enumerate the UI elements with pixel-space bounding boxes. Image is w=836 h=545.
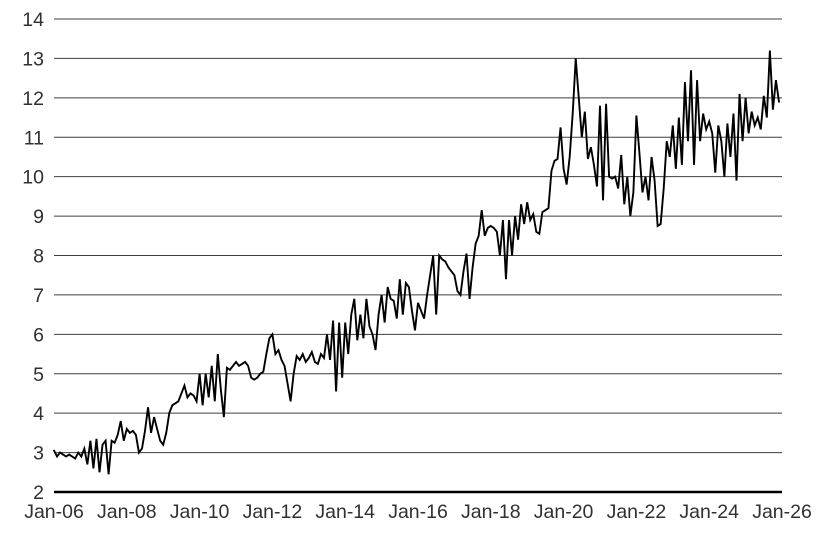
y-tick-label: 12 bbox=[22, 88, 44, 110]
y-tick-label: 7 bbox=[33, 285, 44, 307]
y-tick-label: 4 bbox=[33, 403, 44, 425]
x-tick-label: Jan-16 bbox=[388, 501, 448, 523]
y-tick-label: 11 bbox=[24, 127, 44, 149]
x-tick-label: Jan-24 bbox=[679, 501, 739, 523]
y-tick-label: 2 bbox=[33, 482, 44, 504]
gridlines bbox=[54, 18, 782, 494]
x-axis-labels: Jan-06 Jan-08 Jan-10 Jan-12 Jan-14 Jan-16 Jan-… bbox=[24, 501, 812, 523]
x-tick-label: Jan-10 bbox=[170, 501, 230, 523]
y-tick-label: 8 bbox=[33, 246, 44, 268]
chart-line bbox=[53, 50, 780, 475]
x-tick-label: Jan-18 bbox=[461, 501, 521, 523]
x-tick-label: Jan-12 bbox=[243, 501, 303, 523]
x-tick-label: Jan-22 bbox=[607, 501, 667, 523]
x-tick-label: Jan-14 bbox=[315, 501, 375, 523]
x-tick-label: Jan-06 bbox=[24, 501, 84, 523]
x-tick-label: Jan-26 bbox=[752, 501, 812, 523]
y-tick-label: 6 bbox=[33, 324, 44, 346]
y-axis-labels: 2 3 4 5 6 7 8 9 10 11 12 13 14 bbox=[22, 9, 44, 504]
x-tick-label: Jan-20 bbox=[534, 501, 594, 523]
x-tick-label: Jan-08 bbox=[97, 501, 157, 523]
y-tick-label: 5 bbox=[33, 364, 44, 386]
y-tick-label: 10 bbox=[22, 167, 44, 189]
y-tick-label: 13 bbox=[22, 48, 44, 70]
y-tick-label: 3 bbox=[33, 443, 44, 465]
y-tick-label: 14 bbox=[22, 9, 44, 31]
y-tick-label: 9 bbox=[33, 206, 44, 228]
data-series bbox=[53, 50, 780, 475]
